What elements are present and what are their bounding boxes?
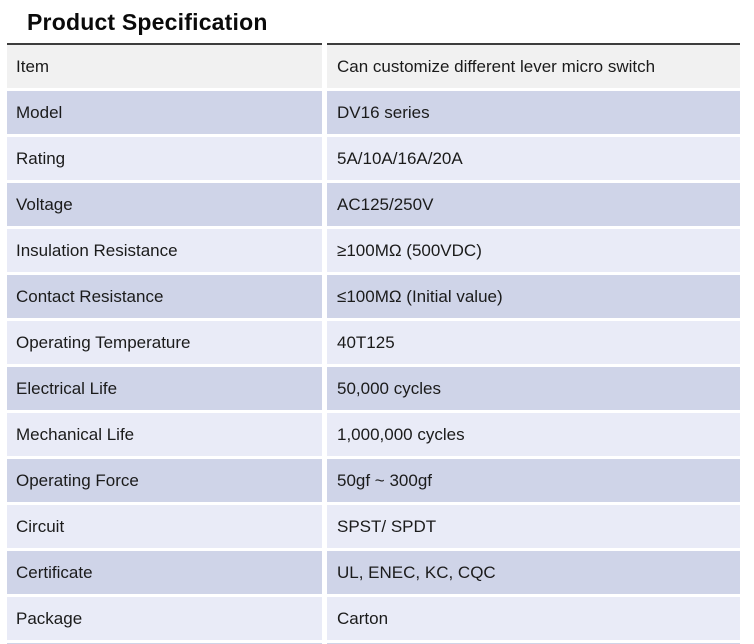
spec-label: Rating xyxy=(7,137,322,180)
spec-value: ≥100MΩ (500VDC) xyxy=(327,229,740,272)
spec-label: Operating Force xyxy=(7,459,322,502)
spec-label: Voltage xyxy=(7,183,322,226)
spec-value: 40T125 xyxy=(327,321,740,364)
table-row: Model DV16 series xyxy=(7,91,740,134)
spec-value: ≤100MΩ (Initial value) xyxy=(327,275,740,318)
spec-label: Mechanical Life xyxy=(7,413,322,456)
spec-label: Operating Temperature xyxy=(7,321,322,364)
table-row: Mechanical Life 1,000,000 cycles xyxy=(7,413,740,456)
spec-value: 50,000 cycles xyxy=(327,367,740,410)
table-row: Insulation Resistance ≥100MΩ (500VDC) xyxy=(7,229,740,272)
table-row: Package Carton xyxy=(7,597,740,640)
page-title: Product Specification xyxy=(27,9,268,35)
spec-label: Insulation Resistance xyxy=(7,229,322,272)
spec-value: AC125/250V xyxy=(327,183,740,226)
table-row: Circuit SPST/ SPDT xyxy=(7,505,740,548)
spec-value: SPST/ SPDT xyxy=(327,505,740,548)
spec-value: Can customize different lever micro swit… xyxy=(327,43,740,88)
spec-value: 50gf ~ 300gf xyxy=(327,459,740,502)
spec-label: Package xyxy=(7,597,322,640)
table-row: Item Can customize different lever micro… xyxy=(7,43,740,88)
table-row: Electrical Life 50,000 cycles xyxy=(7,367,740,410)
table-row: Operating Force 50gf ~ 300gf xyxy=(7,459,740,502)
table-row: Contact Resistance ≤100MΩ (Initial value… xyxy=(7,275,740,318)
spec-table: Item Can customize different lever micro… xyxy=(2,40,745,644)
spec-label: Item xyxy=(7,43,322,88)
spec-label: Electrical Life xyxy=(7,367,322,410)
table-row: Rating 5A/10A/16A/20A xyxy=(7,137,740,180)
spec-value: 5A/10A/16A/20A xyxy=(327,137,740,180)
spec-value: DV16 series xyxy=(327,91,740,134)
spec-value: UL, ENEC, KC, CQC xyxy=(327,551,740,594)
table-row: Operating Temperature 40T125 xyxy=(7,321,740,364)
table-row: Certificate UL, ENEC, KC, CQC xyxy=(7,551,740,594)
spec-label: Model xyxy=(7,91,322,134)
spec-label: Certificate xyxy=(7,551,322,594)
table-row: Voltage AC125/250V xyxy=(7,183,740,226)
spec-value: Carton xyxy=(327,597,740,640)
spec-value: 1,000,000 cycles xyxy=(327,413,740,456)
spec-label: Circuit xyxy=(7,505,322,548)
spec-label: Contact Resistance xyxy=(7,275,322,318)
